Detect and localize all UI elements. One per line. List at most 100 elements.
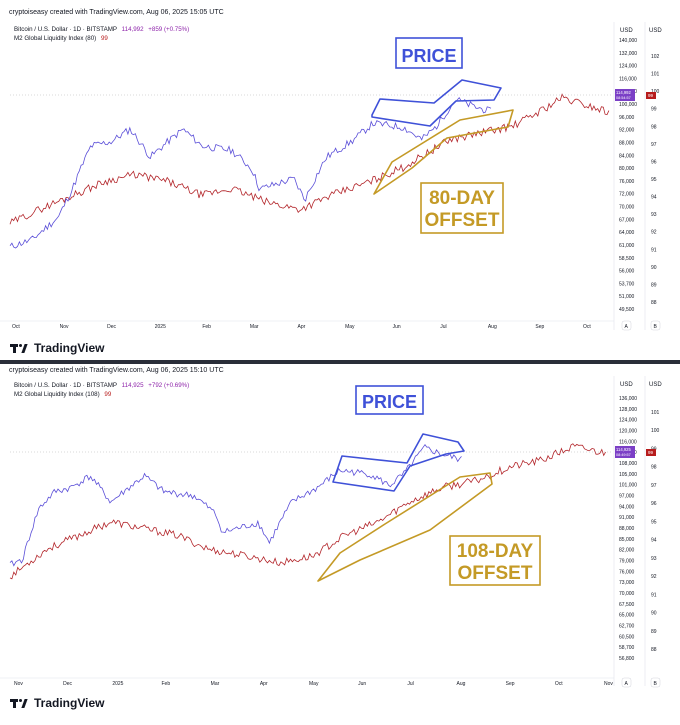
auto-scale-label: A xyxy=(625,681,629,687)
m2-axis-tick: 91 xyxy=(651,247,657,253)
m2-axis-tick: 96 xyxy=(651,501,657,507)
offset-highlight-shape xyxy=(373,109,514,195)
price-axis-tick: 96,000 xyxy=(619,115,635,121)
price-axis-tick: 136,000 xyxy=(619,396,637,402)
offset-annotation-box xyxy=(449,535,541,586)
tradingview-logo-icon xyxy=(10,343,30,353)
price-axis-tick: 67,500 xyxy=(619,602,635,608)
price-axis-tick: 97,000 xyxy=(619,494,635,500)
price-countdown: 08:49:57 xyxy=(616,453,631,457)
m2-legend-label: M2 Global Liquidity Index (108) xyxy=(14,391,100,398)
price-axis-tick: 124,000 xyxy=(619,64,637,70)
time-axis-tick: Jun xyxy=(393,324,401,330)
m2-axis-tick: 90 xyxy=(651,611,657,617)
price-axis-tick: 61,000 xyxy=(619,243,635,249)
price-axis-unit: USD xyxy=(620,28,633,34)
price-axis-tick: 62,700 xyxy=(619,624,635,630)
m2-axis-unit: USD xyxy=(649,382,662,388)
price-legend: Bitcoin / U.S. Dollar · 1D · BITSTAMP 11… xyxy=(14,382,189,389)
m2-axis-tick: 97 xyxy=(651,142,657,148)
price-axis-tick: 84,000 xyxy=(619,153,635,159)
price-axis-tick: 108,000 xyxy=(619,461,637,467)
time-axis-tick: Mar xyxy=(250,324,259,330)
price-annotation-text: PRICE xyxy=(401,46,456,66)
price-axis-tick: 94,000 xyxy=(619,504,635,510)
time-axis-tick: 2025 xyxy=(112,681,123,687)
price-axis-tick: 73,000 xyxy=(619,580,635,586)
current-m2-tag xyxy=(646,92,656,99)
time-axis-tick: Jul xyxy=(440,324,446,330)
price-legend-label: Bitcoin / U.S. Dollar · 1D · BITSTAMP xyxy=(14,382,117,389)
price-axis-tick: 76,000 xyxy=(619,569,635,575)
price-axis-tick: 80,000 xyxy=(619,166,635,172)
time-axis-tick: Nov xyxy=(14,681,23,687)
price-axis-tick: 100,000 xyxy=(619,102,637,108)
price-highlight-shape xyxy=(371,79,502,127)
m2-axis-tick: 89 xyxy=(651,629,657,635)
m2-legend: M2 Global Liquidity Index (80) 99 xyxy=(14,35,108,42)
price-annotation-box xyxy=(355,385,424,415)
tradingview-logo-text: TradingView xyxy=(34,696,105,710)
price-axis-tick: 72,000 xyxy=(619,192,635,198)
m2-legend-value: 99 xyxy=(100,35,108,42)
price-axis-tick: 132,000 xyxy=(619,51,637,57)
time-axis-tick: Mar xyxy=(211,681,220,687)
auto-scale-button[interactable] xyxy=(621,320,632,331)
chart-panel-108-day: cryptoiseasy created with TradingView.co… xyxy=(0,364,680,725)
current-m2-value: 99 xyxy=(648,93,654,98)
time-axis-tick: Nov xyxy=(604,681,613,687)
offset-annotation-line1: 80-DAY xyxy=(429,188,495,209)
time-axis-tick: Apr xyxy=(260,681,268,687)
current-price-tag xyxy=(615,446,635,458)
price-legend-label: Bitcoin / U.S. Dollar · 1D · BITSTAMP xyxy=(14,26,117,33)
time-axis-tick: Aug xyxy=(457,681,466,687)
time-axis-tick: Nov xyxy=(60,324,69,330)
price-axis-tick: 58,500 xyxy=(619,256,635,262)
m2-axis-tick: 101 xyxy=(651,410,660,416)
time-axis-tick: Aug xyxy=(488,324,497,330)
price-axis-tick: 58,700 xyxy=(619,645,635,651)
m2-axis-tick: 88 xyxy=(651,300,657,306)
chart-svg-1: USDUSD140,000132,000124,000116,000108,00… xyxy=(0,22,662,331)
m2-liquidity-line xyxy=(9,443,606,580)
tradingview-logo-text: TradingView xyxy=(34,341,105,355)
price-axis-tick: 101,000 xyxy=(619,483,637,489)
price-axis-tick: 60,500 xyxy=(619,634,635,640)
price-axis-tick: 56,000 xyxy=(619,269,635,275)
price-axis-tick: 105,000 xyxy=(619,472,637,478)
m2-axis-tick: 89 xyxy=(651,282,657,288)
m2-axis-tick: 102 xyxy=(651,54,660,60)
price-axis-tick: 116,000 xyxy=(619,76,637,82)
time-axis-tick: Dec xyxy=(107,324,116,330)
m2-axis-tick: 95 xyxy=(651,177,657,183)
price-axis-tick: 88,000 xyxy=(619,140,635,146)
m2-axis-tick: 99 xyxy=(651,107,657,113)
time-axis-tick: Feb xyxy=(202,324,211,330)
price-axis-tick: 91,000 xyxy=(619,515,635,521)
m2-axis-tick: 98 xyxy=(651,465,657,471)
offset-annotation-line1: 108-DAY xyxy=(457,541,534,562)
m2-axis-tick: 100 xyxy=(651,428,660,434)
m2-scale-button[interactable] xyxy=(650,320,661,331)
time-axis-tick: 2025 xyxy=(155,324,166,330)
auto-scale-button[interactable] xyxy=(621,677,632,688)
price-axis-tick: 128,000 xyxy=(619,407,637,413)
m2-axis-unit: USD xyxy=(649,28,662,34)
m2-axis-tick: 94 xyxy=(651,538,657,544)
m2-axis-tick: 96 xyxy=(651,159,657,165)
offset-highlight-shape xyxy=(317,472,493,582)
price-axis-tick: 53,700 xyxy=(619,281,635,287)
m2-axis-tick: 101 xyxy=(651,72,660,78)
current-m2-tag xyxy=(646,449,656,456)
tradingview-logo: TradingView xyxy=(10,341,104,355)
m2-axis-tick: 92 xyxy=(651,230,657,236)
price-axis-tick: 120,000 xyxy=(619,429,637,435)
offset-annotation-box xyxy=(420,182,504,234)
price-axis-tick: 82,000 xyxy=(619,548,635,554)
price-axis-tick: 56,800 xyxy=(619,656,635,662)
chart-svg-2: USD USD 136,000 128,000 124,000 120,000 116,00… xyxy=(0,376,662,688)
price-axis-tick: 76,000 xyxy=(619,179,635,185)
price-axis-tick: 79,000 xyxy=(619,559,635,565)
m2-axis-tick: 90 xyxy=(651,265,657,271)
m2-scale-button[interactable] xyxy=(650,677,661,688)
